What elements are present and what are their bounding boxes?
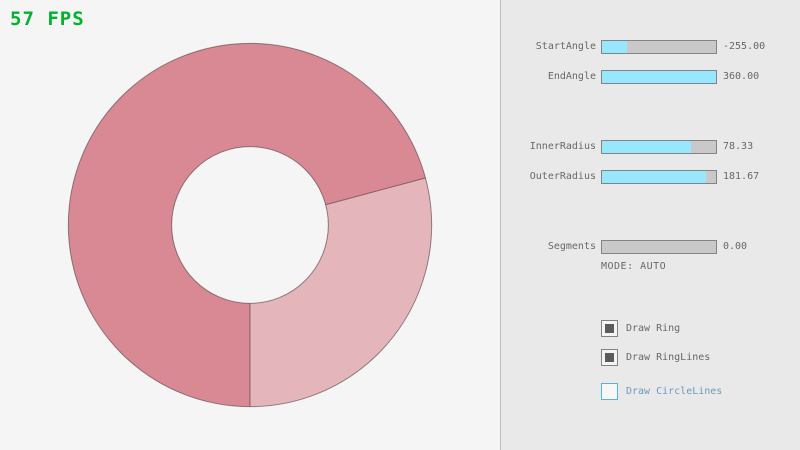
slider-fill — [602, 171, 706, 183]
startangle-slider[interactable] — [601, 40, 717, 54]
slider-row-endangle: EndAngle 360.00 — [501, 70, 800, 84]
slider-row-innerradius: InnerRadius 78.33 — [501, 140, 800, 154]
checkbox-box[interactable] — [601, 320, 618, 337]
segments-value: 0.00 — [723, 241, 748, 252]
checkmark — [605, 324, 614, 333]
ring-outer-outline — [67, 42, 433, 408]
startangle-value: -255.00 — [723, 41, 766, 52]
mode-label: MODE: AUTO — [601, 261, 667, 272]
innerradius-slider[interactable] — [601, 140, 717, 154]
control-panel: StartAngle -255.00 EndAngle 360.00 Inner… — [500, 0, 800, 450]
outerradius-slider[interactable] — [601, 170, 717, 184]
innerradius-value: 78.33 — [723, 141, 754, 152]
checkmark — [605, 353, 614, 362]
startangle-label: StartAngle — [535, 41, 596, 52]
outerradius-value: 181.67 — [723, 171, 760, 182]
ring-canvas — [67, 42, 433, 408]
slider-fill — [602, 41, 628, 53]
checkbox-label: Draw RingLines — [626, 352, 711, 363]
ring-light-sector — [250, 177, 432, 407]
segments-label: Segments — [547, 241, 596, 252]
endangle-value: 360.00 — [723, 71, 760, 82]
ring-start-angle-line — [325, 177, 426, 206]
segments-slider[interactable] — [601, 240, 717, 254]
innerradius-label: InnerRadius — [529, 141, 596, 152]
ring-inner-outline — [171, 146, 329, 304]
slider-row-startangle: StartAngle -255.00 — [501, 40, 800, 54]
slider-fill — [602, 141, 691, 153]
slider-row-outerradius: OuterRadius 181.67 — [501, 170, 800, 184]
checkbox-label: Draw CircleLines — [626, 386, 723, 397]
slider-fill — [602, 71, 716, 83]
checkbox-box[interactable] — [601, 383, 618, 400]
checkbox-box[interactable] — [601, 349, 618, 366]
outerradius-label: OuterRadius — [529, 171, 596, 182]
fps-counter: 57 FPS — [10, 8, 85, 30]
endangle-slider[interactable] — [601, 70, 717, 84]
checkbox-label: Draw Ring — [626, 323, 681, 334]
endangle-label: EndAngle — [547, 71, 596, 82]
slider-row-segments: Segments 0.00 — [501, 240, 800, 254]
